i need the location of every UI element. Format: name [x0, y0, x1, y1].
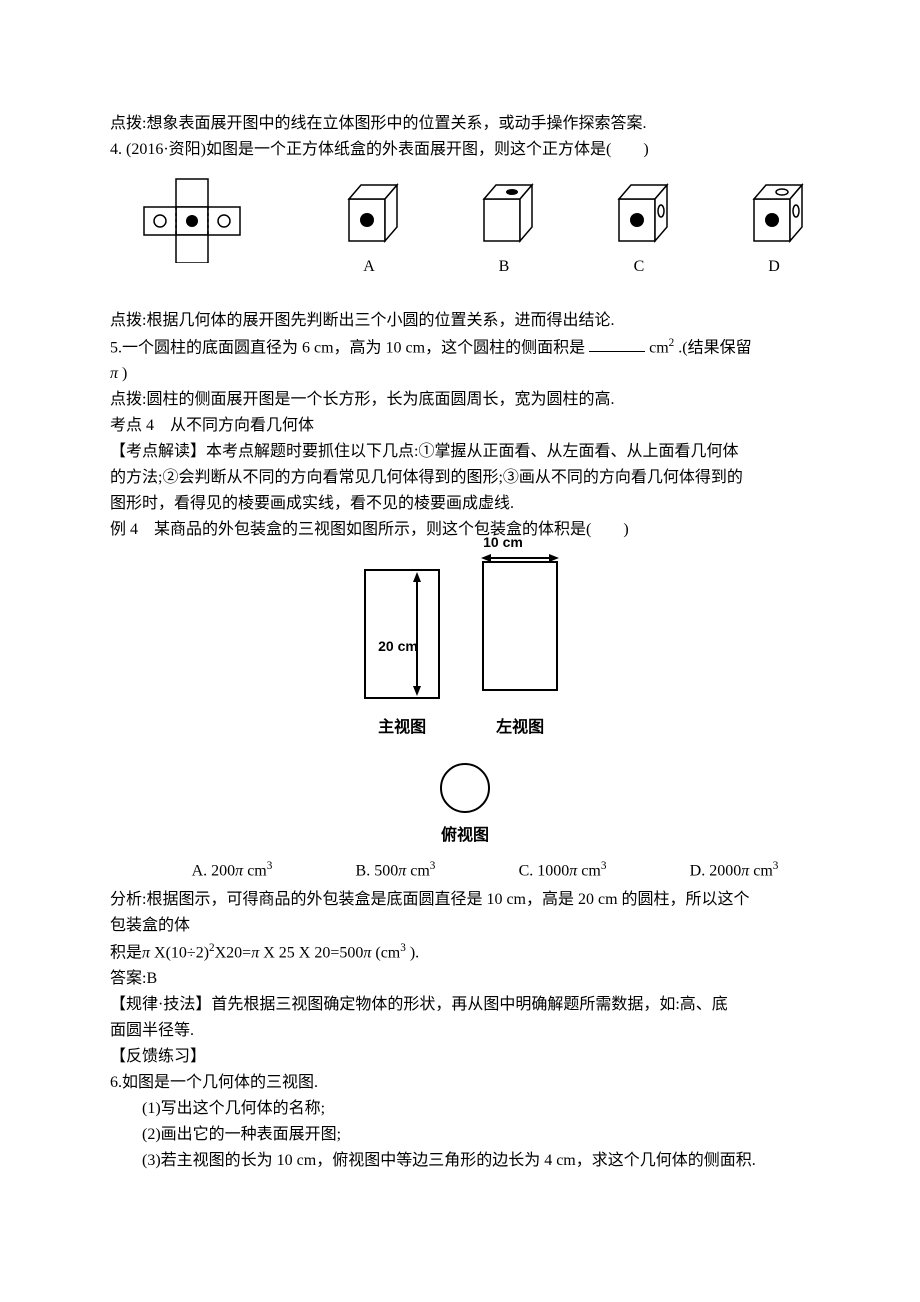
hint5: 点拨:圆柱的侧面展开图是一个长方形，长为底面圆周长，宽为圆柱的高. [110, 388, 820, 412]
cube-b-svg [468, 177, 540, 249]
choice-B: B. 500π cm3 [356, 858, 436, 883]
choice-D: D. 2000π cm3 [690, 858, 779, 883]
rule-a: 【规律·技法】首先根据三视图确定物体的形状，再从图中明确解题所需数据，如:高、底 [110, 993, 820, 1017]
choice-A: A. 200π cm3 [192, 858, 273, 883]
blank [589, 337, 645, 352]
kp4-b: 的方法;②会判断从不同的方向看常见几何体得到的图形;③画从不同的方向看几何体得到… [110, 466, 820, 490]
q4-option-D: D [738, 177, 810, 279]
q6: 6.如图是一个几何体的三视图. [110, 1071, 820, 1095]
q4-net [120, 177, 270, 279]
cube-d-svg [738, 177, 810, 249]
q5-c: .(结果保留 [678, 339, 751, 356]
top-view-svg [435, 758, 495, 818]
views-bottom: 俯视图 [435, 758, 495, 848]
q6-1: (1)写出这个几何体的名称; [110, 1097, 820, 1121]
optB-label: B [499, 255, 510, 279]
q4-option-B: B [468, 177, 540, 279]
optC-label: C [634, 255, 645, 279]
hint4: 点拨:根据几何体的展开图先判断出三个小圆的位置关系，进而得出结论. [110, 309, 820, 333]
kp4-c: 图形时，看得见的棱要画成实线，看不见的棱要画成虚线. [110, 492, 820, 516]
dim10: 10 cm [483, 532, 523, 553]
q6-2: (2)画出它的一种表面展开图; [110, 1123, 820, 1147]
dim20: 20 cm [378, 636, 418, 657]
q5-b: cm [649, 339, 669, 356]
hint3: 点拨:想象表面展开图中的线在立体图形中的位置关系，或动手操作探索答案. [110, 112, 820, 136]
optD-label: D [768, 255, 780, 279]
optA-label: A [363, 255, 375, 279]
three-view-figure: 主视图 10 cm 左视图 20 cm [110, 552, 820, 848]
ex4: 例 4 某商品的外包装盒的三视图如图所示，则这个包装盒的体积是( ) [110, 518, 820, 542]
q4-options: A B [110, 177, 820, 279]
feedback: 【反馈练习】 [110, 1045, 820, 1069]
page-root: 点拨:想象表面展开图中的线在立体图形中的位置关系，或动手操作探索答案. 4. (… [0, 0, 920, 1215]
left-view-col: 10 cm 左视图 [475, 552, 565, 740]
front-label: 主视图 [378, 716, 426, 740]
q4-text: 4. (2016·资阳)如图是一个正方体纸盒的外表面展开图，则这个正方体是( ) [110, 138, 820, 162]
q6-3: (3)若主视图的长为 10 cm，俯视图中等边三角形的边长为 4 cm，求这个几… [110, 1149, 820, 1173]
q5-pi-line: π ) [110, 362, 820, 386]
cube-c-svg [603, 177, 675, 249]
kp4-title: 考点 4 从不同方向看几何体 [110, 414, 820, 438]
analysis-b: 包装盒的体 [110, 914, 820, 938]
answer: 答案:B [110, 967, 820, 991]
q4-option-C: C [603, 177, 675, 279]
analysis-c: 积是π X(10÷2)2X20=π X 25 X 20=500π (cm3 ). [110, 940, 820, 965]
q5-pi: π [110, 365, 118, 382]
sq2-a: 2 [669, 337, 675, 349]
net-svg [120, 177, 270, 263]
choice-row: A. 200π cm3 B. 500π cm3 C. 1000π cm3 D. … [150, 858, 820, 883]
choice-C: C. 1000π cm3 [519, 858, 607, 883]
views-top: 主视图 10 cm 左视图 20 cm [357, 552, 573, 740]
cube-a-svg [333, 177, 405, 249]
q5-end: ) [118, 365, 127, 382]
q4-option-A: A [333, 177, 405, 279]
rule-b: 面圆半径等. [110, 1019, 820, 1043]
left-view-svg [475, 552, 565, 702]
q5-line: 5.一个圆柱的底面圆直径为 6 cm，高为 10 cm，这个圆柱的侧面积是 cm… [110, 335, 820, 360]
left-label: 左视图 [496, 716, 544, 740]
top-label: 俯视图 [441, 824, 489, 848]
kp4-a: 【考点解读】本考点解题时要抓住以下几点:①掌握从正面看、从左面看、从上面看几何体 [110, 440, 820, 464]
q5-a: 5.一个圆柱的底面圆直径为 6 cm，高为 10 cm，这个圆柱的侧面积是 [110, 339, 585, 356]
analysis-a: 分析:根据图示，可得商品的外包装盒是底面圆直径是 10 cm，高是 20 cm … [110, 888, 820, 912]
